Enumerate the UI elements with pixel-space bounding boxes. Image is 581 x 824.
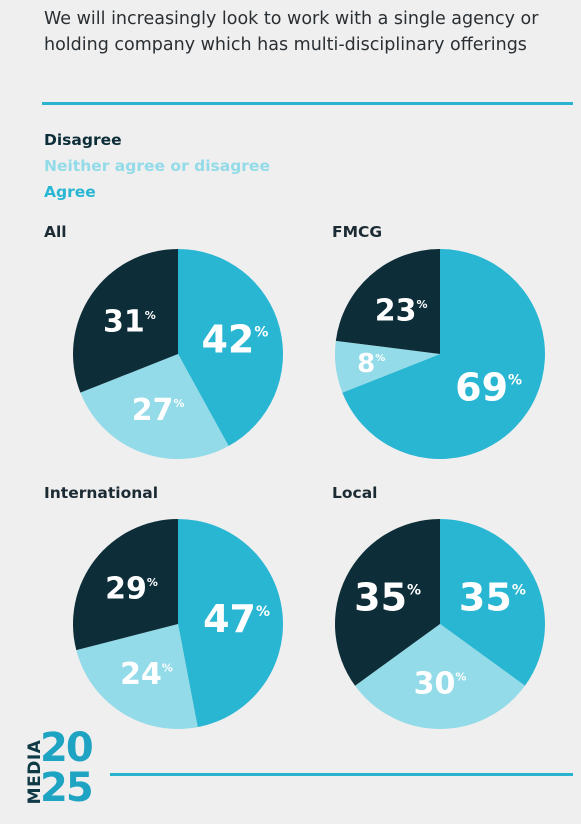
pie-label-agree: 35% bbox=[459, 576, 526, 620]
pie-slice-neither bbox=[76, 624, 198, 729]
legend: Disagree Neither agree or disagree Agree bbox=[44, 127, 270, 205]
chart-title: We will increasingly look to work with a… bbox=[44, 9, 539, 55]
legend-item-neither: Neither agree or disagree bbox=[44, 157, 270, 175]
logo-year-top: 20 bbox=[40, 725, 94, 771]
pie-chart-fmcg: 69% 8% 23% bbox=[335, 249, 545, 460]
legend-item-disagree: Disagree bbox=[44, 131, 122, 149]
pie-title-local: Local bbox=[332, 484, 378, 502]
pie-label-neither: 27% bbox=[132, 393, 185, 428]
bottom-divider bbox=[110, 773, 573, 776]
top-divider bbox=[42, 102, 573, 105]
pie-slice-neither bbox=[80, 354, 229, 459]
pie-slice-agree bbox=[178, 249, 284, 447]
pie-slice-disagree bbox=[335, 519, 440, 686]
legend-item-agree: Agree bbox=[44, 183, 96, 201]
pie-slice-neither bbox=[355, 624, 525, 729]
pie-slice-agree bbox=[342, 249, 545, 460]
pie-title-fmcg: FMCG bbox=[332, 223, 383, 241]
pie-label-neither: 30% bbox=[414, 666, 467, 701]
pie-label-disagree: 29% bbox=[105, 571, 158, 606]
pie-title-all: All bbox=[44, 223, 67, 241]
pie-label-disagree: 23% bbox=[375, 293, 428, 328]
pie-label-neither: 8% bbox=[357, 349, 385, 379]
logo-year: 20 25 bbox=[40, 725, 94, 811]
pie-label-agree: 47% bbox=[203, 597, 270, 641]
pie-slice-neither bbox=[335, 340, 440, 393]
pie-label-agree: 42% bbox=[201, 318, 268, 362]
pie-chart-all: 42% 27% 31% bbox=[73, 249, 284, 459]
pie-chart-international: 47% 24% 29% bbox=[72, 519, 284, 729]
pie-label-disagree: 31% bbox=[103, 304, 156, 339]
media-2025-logo: MEDIA 20 25 bbox=[16, 728, 96, 816]
pie-label-agree: 69% bbox=[455, 365, 522, 409]
pie-slice-disagree bbox=[73, 249, 178, 393]
pie-label-disagree: 35% bbox=[354, 576, 421, 620]
logo-year-bottom: 25 bbox=[40, 765, 94, 811]
pie-title-international: International bbox=[44, 484, 159, 502]
pie-slice-agree bbox=[178, 519, 284, 728]
pie-slice-disagree bbox=[72, 519, 178, 651]
pie-chart-local: 35% 30% 35% bbox=[335, 519, 545, 729]
pie-slice-agree bbox=[440, 519, 545, 686]
pie-label-neither: 24% bbox=[120, 657, 173, 692]
pie-slice-disagree bbox=[335, 249, 440, 354]
